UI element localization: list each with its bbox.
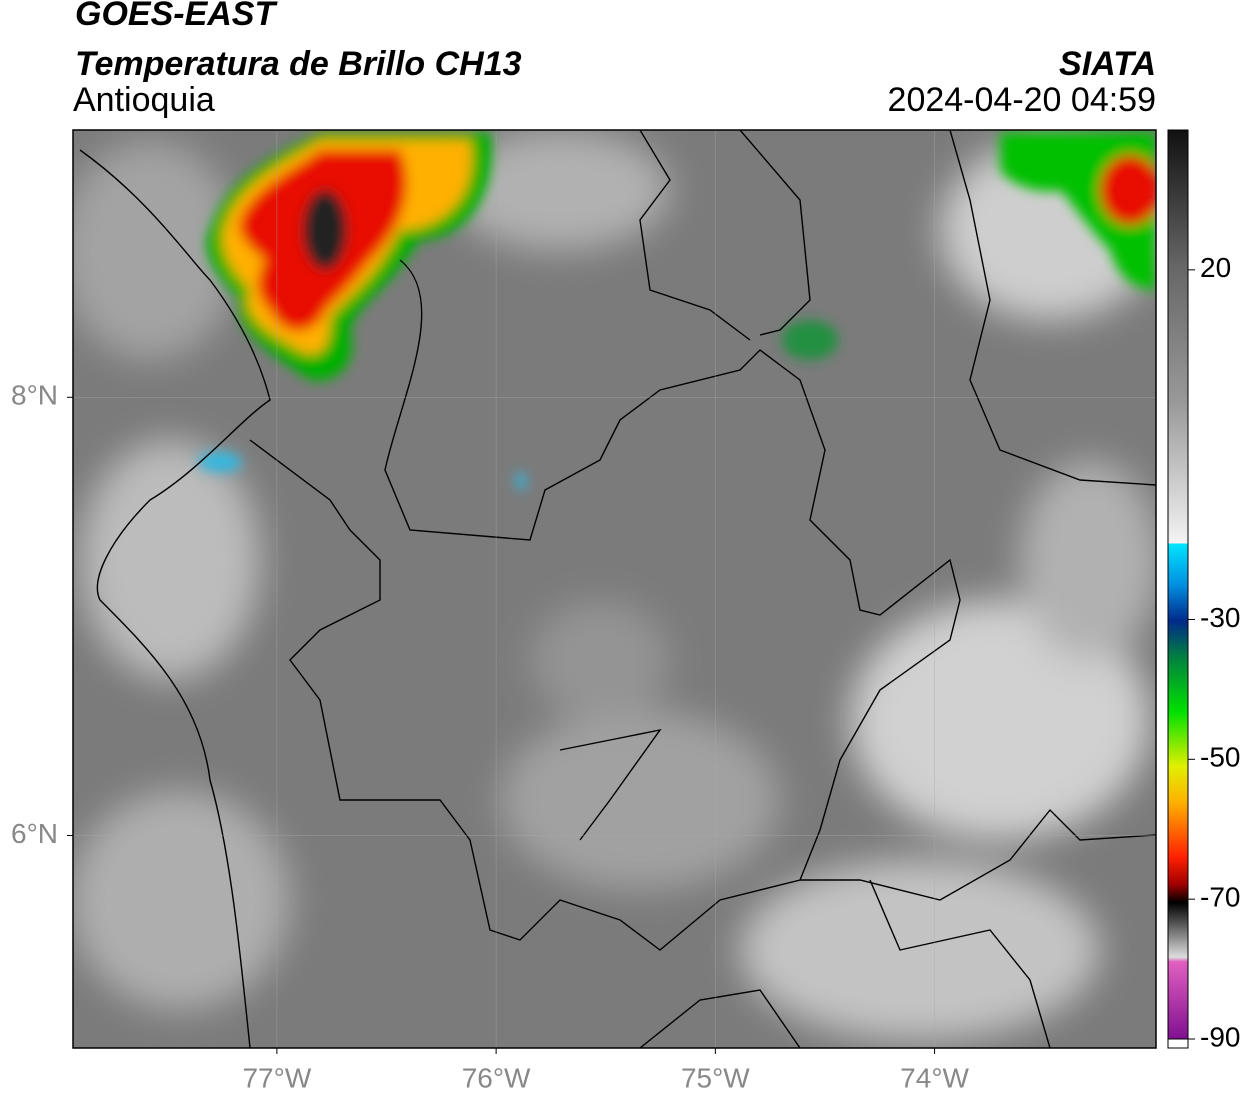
agency: SIATA	[1059, 45, 1156, 83]
colorbar-tick-label: -30	[1200, 602, 1240, 633]
x-tick-label: 77°W	[242, 1062, 311, 1093]
colorbar-extension	[1167, 1038, 1189, 1049]
colorbar-tick-label: 20	[1200, 252, 1231, 283]
x-tick-label: 74°W	[900, 1062, 969, 1093]
colorbar-tick-label: -90	[1200, 1021, 1240, 1052]
map-frame	[72, 129, 1157, 1049]
title: GOES-EAST	[75, 0, 278, 33]
colorbar-tick-label: -50	[1200, 742, 1240, 773]
subtitle: Temperatura de Brillo CH13	[75, 45, 522, 83]
x-tick-label: 75°W	[681, 1062, 750, 1093]
colorbar-tick-label: -70	[1200, 882, 1240, 913]
satellite-image	[73, 130, 1156, 1048]
y-tick-label: 6°N	[11, 818, 58, 849]
region: Antioquia	[73, 81, 215, 119]
x-tick-label: 76°W	[462, 1062, 531, 1093]
datetime: 2024-04-20 04:59	[888, 81, 1156, 119]
y-tick-label: 8°N	[11, 380, 58, 411]
graticule	[73, 130, 1156, 1048]
colorbar	[1167, 129, 1189, 1040]
